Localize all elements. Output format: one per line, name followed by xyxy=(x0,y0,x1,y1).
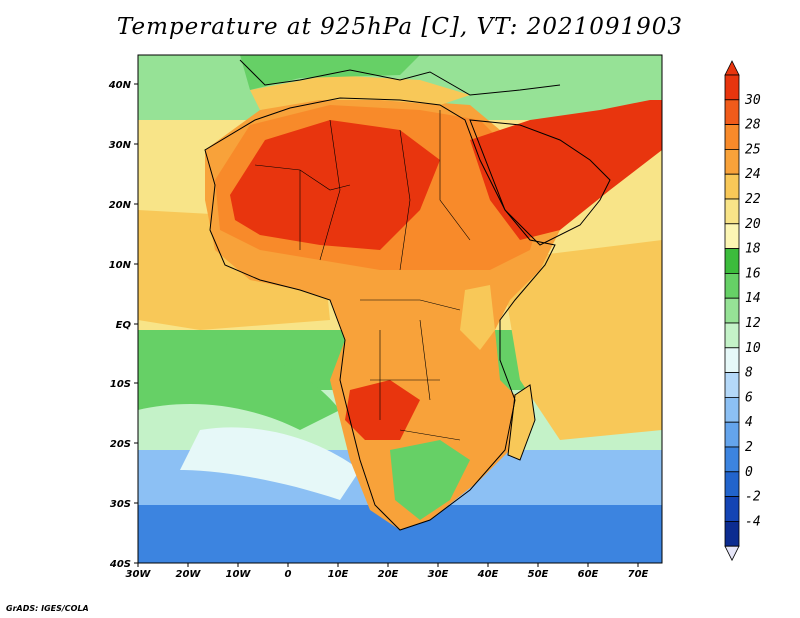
colorbar-label: -2 xyxy=(745,490,761,505)
colorbar-label: -4 xyxy=(745,514,761,529)
colorbar-swatch xyxy=(724,272,740,299)
lon-tick-70E: 70E xyxy=(628,569,649,580)
colorbar-label: 14 xyxy=(745,291,761,306)
colorbar-swatch xyxy=(724,99,740,126)
colorbar-swatch xyxy=(724,471,740,497)
colorbar-label: 10 xyxy=(745,341,761,356)
colorbar-swatch xyxy=(724,248,740,274)
lon-tick-0: 0 xyxy=(285,569,292,580)
lon-tick-20W: 20W xyxy=(176,569,202,580)
lat-tick-30S: 30S xyxy=(110,499,131,510)
colorbar-bottom-arrow xyxy=(724,545,740,562)
plot-frame xyxy=(137,54,663,564)
lon-tick-60E: 60E xyxy=(578,569,599,580)
lat-tick-EQ: EQ xyxy=(116,320,132,331)
field-southern-africa-hot xyxy=(345,380,420,440)
lat-tick-40S: 40S xyxy=(109,559,131,570)
coastlines xyxy=(204,59,611,531)
colorbar-swatch xyxy=(724,496,740,522)
map-title: Temperature at 925hPa [C], VT: 202109190… xyxy=(116,14,684,40)
colorbar-swatch xyxy=(724,372,740,398)
tick-marks xyxy=(134,83,639,567)
colorbar-swatch xyxy=(724,396,740,423)
europe-coastline xyxy=(239,59,561,96)
colorbar-label: 24 xyxy=(745,167,761,182)
colorbar-label: 12 xyxy=(745,316,761,331)
colorbar-swatch xyxy=(724,74,740,101)
colorbar-label: 8 xyxy=(745,366,753,381)
colorbar-swatch xyxy=(724,322,740,349)
lat-tick-30N: 30N xyxy=(109,140,132,151)
lon-tick-20E: 20E xyxy=(378,569,399,580)
field-mediterranean xyxy=(250,75,470,110)
colorbar-label: 2 xyxy=(745,440,753,455)
arabia-coastline xyxy=(469,119,611,246)
colorbar-label: 25 xyxy=(745,142,761,157)
colorbar-top-arrow xyxy=(724,60,740,76)
africa-coastline xyxy=(204,97,556,531)
border-lines xyxy=(254,110,471,441)
colorbar-label: 6 xyxy=(745,390,753,405)
field-south-africa-green xyxy=(390,440,470,520)
colorbar-label: 18 xyxy=(745,242,761,257)
colorbar-swatch xyxy=(724,223,740,250)
colorbar-swatch xyxy=(724,297,740,324)
lat-tick-20N: 20N xyxy=(109,200,132,211)
field-indian-ocean-warm xyxy=(500,240,662,440)
colorbar-swatch xyxy=(724,446,740,473)
colorbar-swatch xyxy=(724,421,740,448)
colorbar-label: 30 xyxy=(744,93,761,108)
colorbar-label: 16 xyxy=(745,266,761,281)
lon-tick-40E: 40E xyxy=(477,569,499,580)
colorbar-label: 0 xyxy=(745,465,753,480)
lon-tick-50E: 50E xyxy=(528,569,549,580)
temperature-field xyxy=(138,55,662,563)
colorbar-label: 20 xyxy=(745,217,761,232)
colorbar-swatch xyxy=(724,173,740,200)
field-atlantic-green xyxy=(138,338,340,430)
lon-tick-10W: 10W xyxy=(226,569,252,580)
field-sahara-hottest xyxy=(230,120,440,250)
colorbar-swatch xyxy=(724,124,740,150)
madagascar-coastline xyxy=(507,384,536,461)
colorbar-label: 4 xyxy=(745,415,753,430)
field-arabia-hottest xyxy=(470,100,662,240)
lat-tick-10N: 10N xyxy=(109,260,132,271)
lon-tick-10E: 10E xyxy=(328,569,349,580)
colorbar-swatch xyxy=(724,347,740,373)
colorbar-label: 22 xyxy=(745,192,761,207)
colorbar-swatch xyxy=(724,148,740,175)
field-east-africa-cool xyxy=(460,285,495,350)
field-atlantic-pale-blue xyxy=(180,427,360,500)
grads-credit: GrADS: IGES/COLA xyxy=(6,604,89,613)
colorbar-label: 28 xyxy=(745,118,761,133)
lon-tick-30E: 30E xyxy=(428,569,449,580)
colorbar-swatch xyxy=(724,198,740,225)
lon-tick-30W: 30W xyxy=(126,569,152,580)
lat-tick-10S: 10S xyxy=(110,379,131,390)
field-europe-green xyxy=(240,55,420,90)
lat-tick-20S: 20S xyxy=(110,439,131,450)
colorbar-swatch xyxy=(724,521,740,547)
lat-tick-40N: 40N xyxy=(108,80,132,91)
